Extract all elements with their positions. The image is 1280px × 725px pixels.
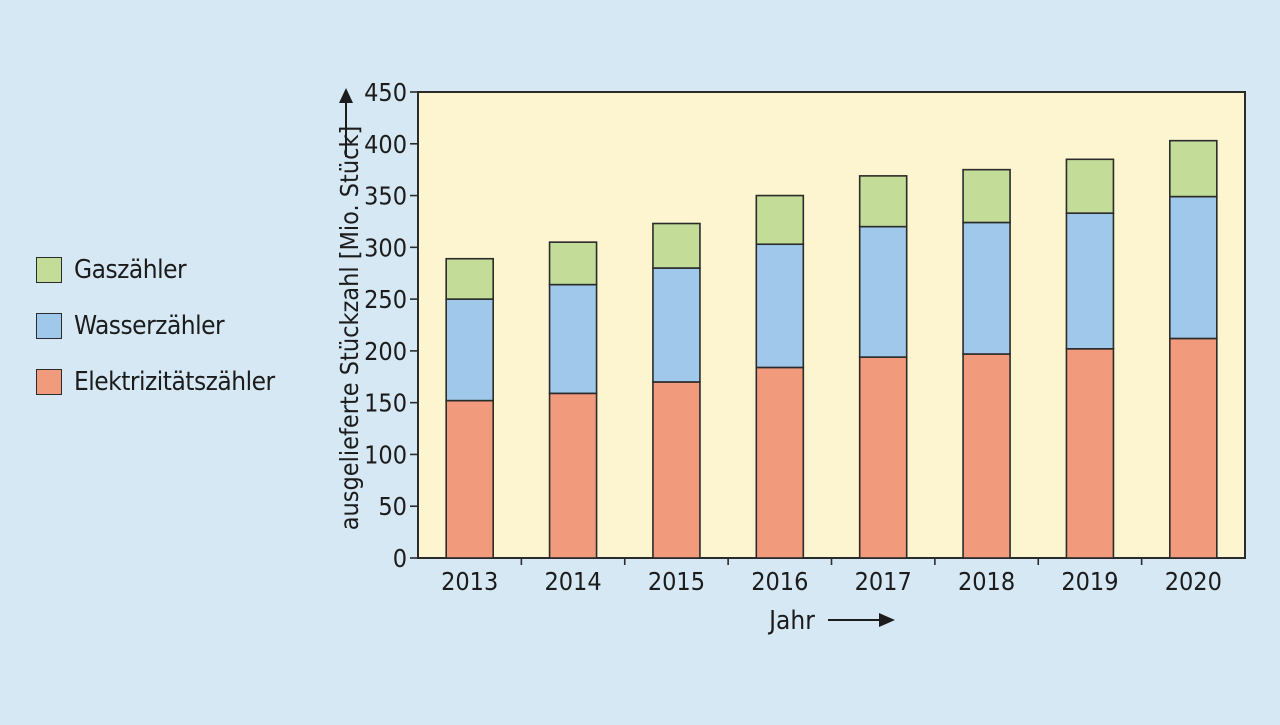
legend-label-water: Wasserzähler	[74, 311, 225, 341]
y-tick-label: 450	[364, 78, 407, 107]
bar-segment-gas-2015	[652, 222, 701, 269]
x-tick-label: 2014	[544, 567, 601, 596]
x-tick-label: 2019	[1061, 567, 1118, 596]
x-tick-label: 2015	[648, 567, 705, 596]
y-axis: 0 50 100 150 200 250 300 350 400 450	[364, 78, 418, 573]
bar-segment-water-2013	[445, 298, 494, 402]
plot-area	[417, 91, 1246, 559]
x-tick-label: 2018	[958, 567, 1015, 596]
y-tick-label: 150	[364, 389, 407, 418]
bar-segment-gas-2013	[445, 257, 494, 300]
bar-segment-gas-2014	[548, 241, 598, 286]
legend: Gaszähler Wasserzähler Elektrizitätszähl…	[36, 255, 275, 424]
bar-segment-electricity-2018	[962, 353, 1011, 559]
x-axis-label: Jahr	[767, 606, 815, 636]
x-tick-label: 2013	[441, 567, 498, 596]
y-axis-arrow-icon	[339, 88, 353, 157]
y-tick-label: 250	[364, 285, 407, 314]
legend-item-gas: Gaszähler	[36, 255, 275, 285]
x-axis: 2013 2014 2015 2016 2017 2018 2019 2020	[441, 558, 1222, 596]
bar-segment-gas-2019	[1065, 158, 1115, 214]
bar-segment-gas-2020	[1169, 139, 1218, 198]
legend-label-electricity: Elektrizitätszähler	[74, 367, 275, 397]
legend-swatch-electricity	[36, 369, 62, 395]
bar-segment-electricity-2020	[1169, 337, 1218, 559]
x-tick-label: 2016	[751, 567, 808, 596]
legend-item-electricity: Elektrizitätszähler	[36, 367, 275, 397]
y-tick-label: 50	[378, 492, 407, 521]
bar-segment-electricity-2016	[755, 366, 805, 559]
legend-label-gas: Gaszähler	[74, 255, 187, 285]
y-tick-label: 400	[364, 130, 407, 159]
bar-segment-electricity-2015	[652, 381, 701, 559]
bar-segment-electricity-2014	[548, 392, 598, 559]
y-tick-label: 300	[364, 233, 407, 262]
legend-swatch-gas	[36, 257, 62, 283]
bar-segment-electricity-2019	[1065, 348, 1115, 559]
bar-segment-water-2018	[962, 221, 1011, 355]
x-axis-arrow-icon	[828, 613, 895, 627]
y-tick-label: 100	[364, 440, 407, 469]
x-tick-label: 2020	[1165, 567, 1222, 596]
legend-swatch-water	[36, 313, 62, 339]
bar-segment-water-2016	[755, 243, 805, 369]
bar-segment-water-2019	[1065, 212, 1115, 350]
bar-segment-water-2015	[652, 267, 701, 383]
bar-segment-gas-2017	[858, 175, 908, 228]
bar-segment-electricity-2017	[858, 356, 908, 559]
y-axis-label: ausgelieferte Stückzahl [Mio. Stück]	[335, 126, 364, 531]
legend-item-water: Wasserzähler	[36, 311, 275, 341]
bar-segment-gas-2018	[962, 168, 1011, 224]
y-tick-label: 350	[364, 182, 407, 211]
bar-segment-water-2014	[548, 283, 598, 395]
bars-group	[445, 139, 1218, 559]
bar-segment-water-2017	[858, 225, 908, 358]
y-tick-label: 0	[393, 544, 407, 573]
y-tick-label: 200	[364, 337, 407, 366]
bar-segment-water-2020	[1169, 195, 1218, 340]
bar-segment-gas-2016	[755, 194, 805, 246]
bar-segment-electricity-2013	[445, 399, 494, 559]
x-tick-label: 2017	[855, 567, 912, 596]
